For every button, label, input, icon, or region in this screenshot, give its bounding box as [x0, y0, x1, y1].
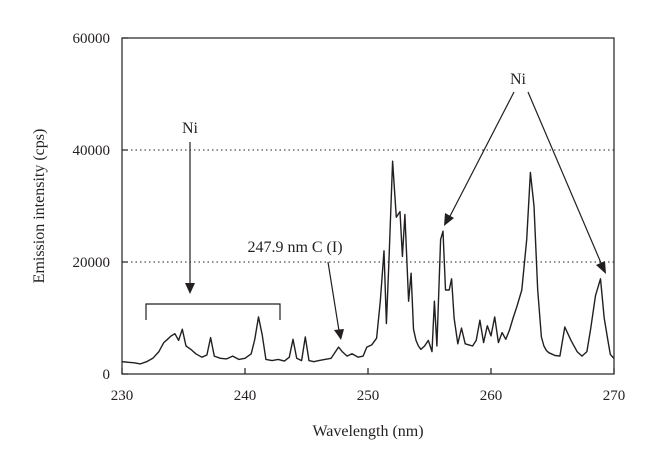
x-tick-label: 250 [357, 388, 380, 404]
y-tick-label: 20000 [73, 255, 111, 271]
carbon-arrow [327, 261, 341, 338]
ni-right-arrow-1 [446, 91, 515, 223]
x-axis-title: Wavelength (nm) [312, 423, 423, 440]
ni-left-arrowhead [185, 283, 195, 294]
axis-ticks: 230 240 250 260 270 0 20000 40000 60000 [73, 31, 626, 404]
x-tick-label: 260 [480, 388, 503, 404]
y-tick-label: 40000 [73, 143, 111, 159]
x-tick-label: 230 [111, 388, 134, 404]
ni-left-label: Ni [182, 120, 199, 137]
ni-left-bracket [145, 303, 281, 320]
annotations [145, 91, 606, 340]
x-tick-label: 240 [234, 388, 257, 404]
y-axis-title: Emission intensity (cps) [31, 129, 48, 284]
gridlines [122, 149, 614, 263]
x-tick-label: 270 [603, 388, 626, 404]
y-tick-label: 0 [103, 367, 111, 383]
carbon-arrowhead [334, 329, 344, 340]
ni-right-arrow-2 [527, 91, 605, 271]
ni-right-label: Ni [510, 71, 527, 88]
spectrum-line [121, 160, 615, 365]
ni-right-arrowhead-2 [596, 261, 606, 274]
carbon-line-label: 247.9 nm C (I) [247, 239, 342, 256]
y-tick-label: 60000 [73, 31, 111, 47]
ni-right-arrowhead-1 [444, 213, 454, 226]
